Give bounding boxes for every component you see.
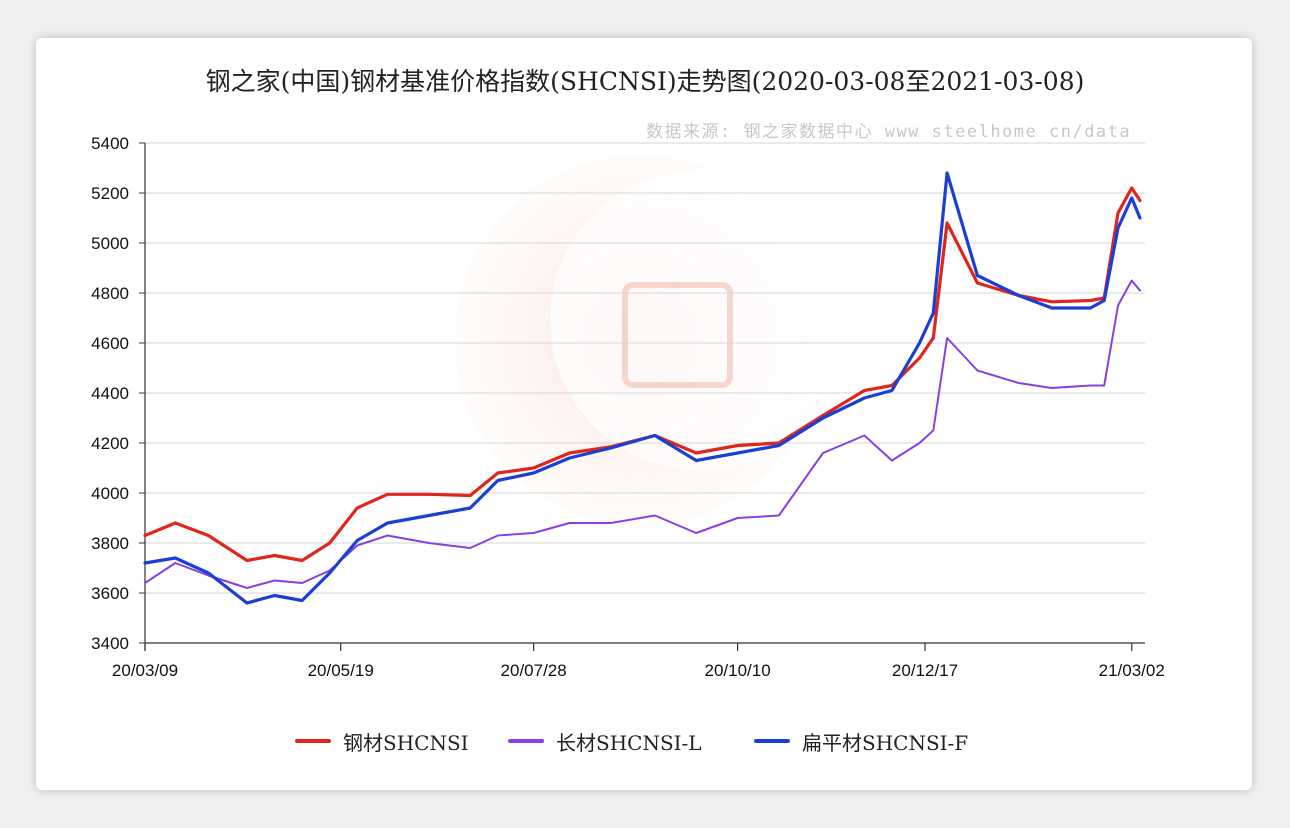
y-tick-label-8: 5000 <box>91 234 129 253</box>
y-tick-label-10: 5400 <box>91 134 129 153</box>
series-lines <box>143 171 1142 605</box>
legend-item-flat: 扁平材SHCNSI-F <box>754 726 968 756</box>
series-line-flat <box>143 171 1142 605</box>
chart-title: 钢之家(中国)钢材基准价格指数(SHCNSI)走势图(2020-03-08至20… <box>205 67 1085 96</box>
y-tick-label-4: 4200 <box>91 434 129 453</box>
axes <box>144 143 1145 651</box>
x-tick-label-3: 20/10/10 <box>704 661 770 680</box>
chart-source: 数据来源: 钢之家数据中心 www steelhome cn/data <box>646 122 1132 142</box>
y-axis-ticks: 3400 3600 3800 4000 4200 4400 4600 4800 5000 5200… <box>91 134 145 653</box>
series-line-long <box>144 279 1141 589</box>
y-tick-label-9: 5200 <box>91 184 129 203</box>
legend-label-steel: 钢材SHCNSI <box>343 730 469 755</box>
legend-item-steel: 钢材SHCNSI <box>295 726 469 756</box>
x-axis-ticks: 20/03/09 20/05/19 20/07/28 20/10/10 20/12/17… <box>112 643 1165 680</box>
legend-swatch-long <box>508 739 544 743</box>
x-tick-label-1: 20/05/19 <box>308 661 374 680</box>
series-line-steel <box>143 186 1142 563</box>
y-tick-label-7: 4800 <box>91 284 129 303</box>
legend-label-flat: 扁平材SHCNSI-F <box>802 730 969 755</box>
legend: 钢材SHCNSI 长材SHCNSI-L 扁平材SHCNSI-F <box>0 726 1290 756</box>
y-tick-label-1: 3600 <box>91 584 129 603</box>
legend-swatch-flat <box>754 739 790 743</box>
x-tick-label-5: 21/03/02 <box>1099 661 1165 680</box>
y-tick-label-2: 3800 <box>91 534 129 553</box>
y-tick-label-6: 4600 <box>91 334 129 353</box>
x-tick-label-2: 20/07/28 <box>501 661 567 680</box>
legend-swatch-steel <box>295 739 331 743</box>
x-tick-label-4: 20/12/17 <box>892 661 958 680</box>
y-tick-label-0: 3400 <box>91 634 129 653</box>
watermark-logo <box>455 155 850 525</box>
legend-label-long: 长材SHCNSI-L <box>556 730 702 755</box>
legend-item-long: 长材SHCNSI-L <box>508 726 702 756</box>
y-tick-label-3: 4000 <box>91 484 129 503</box>
y-tick-label-5: 4400 <box>91 384 129 403</box>
x-tick-label-0: 20/03/09 <box>112 661 178 680</box>
